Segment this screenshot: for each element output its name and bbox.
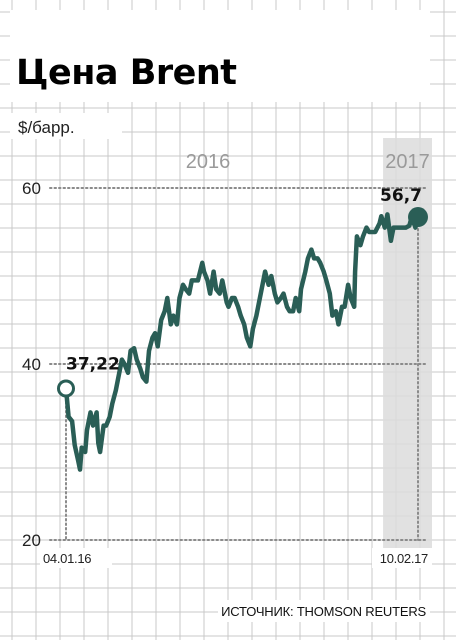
series-line-brent [63, 212, 421, 472]
start-value-label: 37,22 [66, 354, 120, 374]
y-tick-label: 20 [22, 531, 41, 550]
start-point-marker [57, 379, 75, 398]
x-start-label-bg [40, 548, 112, 568]
y-tick-label: 60 [22, 179, 41, 198]
x-end-date-label: 10.02.17 [380, 551, 428, 566]
year-label-2016: 2016 [186, 151, 231, 173]
year-labels: 2016 2017 [186, 151, 430, 173]
source-note: ИСТОЧНИК: THOMSON REUTERS [221, 604, 426, 619]
title-box [10, 10, 430, 102]
y-tick-label: 40 [22, 355, 41, 374]
y-tick-labels: 20 40 60 [22, 179, 41, 550]
highlight-band-2017 [383, 138, 432, 548]
unit-label-bg [10, 113, 122, 139]
end-point-marker [408, 207, 428, 228]
end-value-label: 56,7 [380, 186, 422, 206]
y-unit-label: $/барр. [18, 118, 75, 137]
x-start-date-label: 04.01.16 [43, 551, 91, 566]
year-label-2017: 2017 [385, 151, 430, 173]
x-end-label-bg [372, 548, 432, 568]
dotted-guides [49, 187, 429, 541]
chart-title: Цена Brent [16, 53, 237, 93]
source-bg [218, 600, 430, 622]
